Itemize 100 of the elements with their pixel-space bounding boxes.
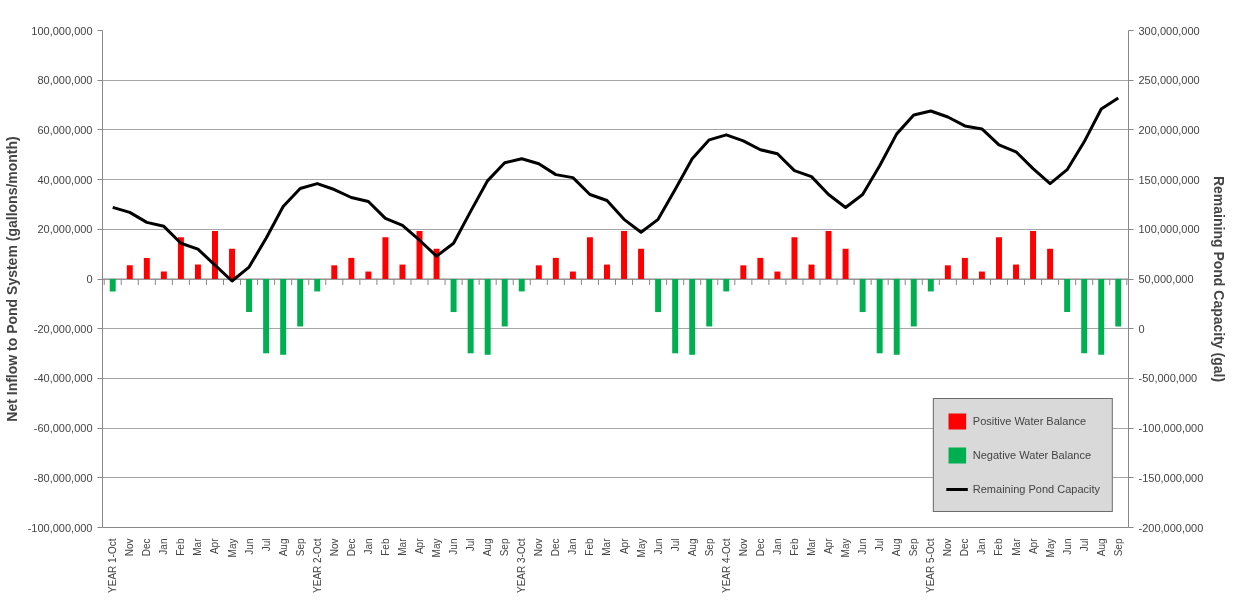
bar <box>1047 248 1054 279</box>
y2-tick-label: -100,000,000 <box>1138 422 1204 435</box>
bar <box>450 279 457 313</box>
bar <box>910 279 917 327</box>
bar <box>109 279 116 292</box>
bar <box>604 264 610 279</box>
x-tick-label: Feb <box>379 538 391 556</box>
bar <box>569 271 576 279</box>
bar <box>246 279 253 313</box>
bar <box>638 248 645 279</box>
bar <box>995 237 1002 279</box>
y2-tick-label: 250,000,000 <box>1138 74 1200 87</box>
x-tick-label: Nov <box>942 538 954 557</box>
x-tick-label: Jul <box>874 538 886 552</box>
bar <box>723 279 730 292</box>
x-tick-label: Apr <box>823 537 835 555</box>
bar <box>876 279 883 354</box>
bar <box>689 279 696 355</box>
bar <box>791 237 798 279</box>
x-tick-label: May <box>635 538 647 558</box>
bar <box>893 279 900 355</box>
x-tick-label: Sep <box>703 538 715 557</box>
x-tick-label: May <box>431 538 443 558</box>
x-tick-label: Aug <box>1095 538 1107 557</box>
x-tick-label: Nov <box>533 538 545 557</box>
x-tick-label: Sep <box>499 538 511 557</box>
bar <box>978 271 985 279</box>
y-tick-label: 80,000,000 <box>37 74 93 87</box>
x-tick-label: Apr <box>1027 537 1039 555</box>
bar <box>944 265 951 279</box>
y-axis-title: Net Inflow to Pond System (gallons/month) <box>3 136 20 422</box>
legend-label: Negative Water Balance <box>972 449 1092 461</box>
x-tick-label: Mar <box>1010 537 1022 556</box>
x-tick-label: YEAR 1-Oct <box>107 538 119 593</box>
bar <box>382 237 389 279</box>
bar <box>126 265 133 279</box>
x-tick-label: Aug <box>482 538 494 557</box>
y-tick-label: -100,000,000 <box>27 521 93 534</box>
x-tick-label: Nov <box>737 538 749 557</box>
x-tick-label: Mar <box>192 537 204 556</box>
x-tick-label: Jun <box>857 538 869 555</box>
x-tick-label: Dec <box>959 538 971 557</box>
bar <box>859 279 866 313</box>
y-tick-label: 60,000,000 <box>37 123 93 136</box>
x-tick-label: YEAR 5-Oct <box>925 538 937 593</box>
bar <box>348 257 355 279</box>
x-tick-label: Dec <box>141 538 153 557</box>
x-tick-label: Jul <box>1078 538 1090 552</box>
bar <box>1013 264 1019 279</box>
bar <box>160 271 167 279</box>
x-tick-label: Jun <box>652 538 664 555</box>
bar <box>552 257 559 279</box>
bar <box>365 271 372 279</box>
x-tick-label: Dec <box>550 538 562 557</box>
bar <box>672 279 679 354</box>
y-tick-label: -80,000,000 <box>33 471 93 484</box>
bar <box>280 279 287 355</box>
bar <box>706 279 713 327</box>
bar <box>927 279 934 292</box>
bar <box>586 237 593 279</box>
bar <box>518 279 525 292</box>
bar <box>1030 231 1037 279</box>
y2-tick-label: 300,000,000 <box>1138 24 1200 37</box>
x-tick-label: Jan <box>771 538 783 555</box>
x-tick-label: Feb <box>584 538 596 556</box>
x-tick-label: Mar <box>806 537 817 556</box>
y2-tick-label: 200,000,000 <box>1138 123 1200 136</box>
x-tick-label: May <box>1044 538 1056 558</box>
legend-label: Remaining Pond Capacity <box>972 483 1100 495</box>
y2-tick-label: 100,000,000 <box>1138 223 1200 236</box>
x-tick-label: Jan <box>158 538 170 555</box>
bar <box>774 271 781 279</box>
x-tick-label: Feb <box>993 538 1005 556</box>
y-tick-label: -60,000,000 <box>33 422 93 435</box>
line-series <box>111 96 1120 283</box>
bar <box>825 231 832 279</box>
y-tick-label: 0 <box>86 273 93 285</box>
bar <box>212 231 218 279</box>
y2-tick-label: -150,000,000 <box>1138 471 1204 484</box>
x-tick-label: Jan <box>976 538 988 555</box>
x-tick-label: Sep <box>908 538 920 557</box>
bar <box>1064 279 1071 313</box>
y-tick-label: 100,000,000 <box>31 24 93 37</box>
bar <box>194 264 201 279</box>
y2-tick-label: -200,000,000 <box>1138 521 1204 534</box>
x-tick-label: Dec <box>754 538 766 557</box>
bar <box>621 231 627 279</box>
bar <box>535 265 542 279</box>
bar <box>331 265 338 279</box>
x-tick-label: Aug <box>686 538 698 557</box>
x-tick-label: Apr <box>618 537 630 555</box>
x-tick-label: Jan <box>362 538 374 555</box>
x-tick-label: YEAR 3-Oct <box>516 538 528 593</box>
bar <box>1115 279 1122 327</box>
x-tick-label: YEAR 2-Oct <box>311 538 323 593</box>
bar <box>501 279 508 327</box>
bar <box>740 265 747 279</box>
y-tick-label: 40,000,000 <box>37 173 93 186</box>
bar <box>263 279 270 354</box>
x-tick-label: Apr <box>209 537 221 555</box>
